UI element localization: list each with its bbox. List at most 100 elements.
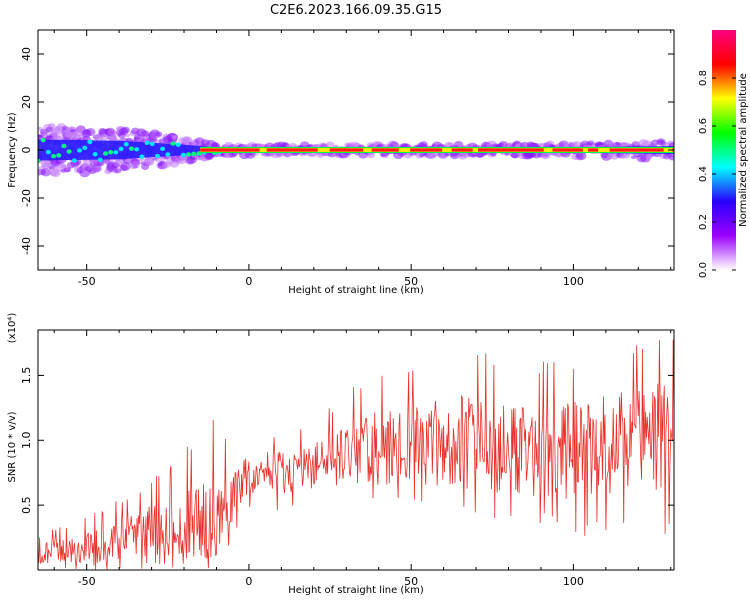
spectrogram-cell (124, 141, 128, 159)
spectrogram-cell (189, 145, 193, 155)
snr-x-tick-label: 0 (245, 575, 252, 588)
spectrogram-cell (150, 142, 154, 158)
spectrogram-cell (325, 141, 335, 149)
spectrogram-y-label: Frequency (Hz) (7, 112, 18, 188)
spectrogram-cell (541, 151, 551, 159)
spectrogram-cell (38, 134, 43, 139)
spectrogram-cell (174, 144, 178, 156)
spectrogram-cell (148, 142, 152, 158)
snr-line (38, 339, 674, 570)
spectrogram-cell (71, 158, 77, 163)
spectrogram-cell (552, 148, 583, 152)
spectrogram-cell (72, 140, 76, 160)
spectrogram-cell (163, 143, 167, 157)
colorbar-label: Normalized spectral amplitude (738, 73, 749, 227)
spectrogram-cell (40, 137, 46, 143)
spectrogram-y-tick-label: -40 (20, 237, 33, 255)
spectrogram-cell (56, 153, 62, 158)
spectrogram-cell (191, 151, 197, 157)
spectrogram-x-label: Height of straight line (km) (288, 285, 424, 296)
spectrogram-cell (158, 143, 162, 157)
spectrogram-cell (45, 149, 51, 155)
spectrogram-cell (88, 140, 92, 160)
spectrogram-cell (184, 144, 188, 156)
spectrogram-cell (194, 145, 198, 155)
spectrogram-cell (145, 142, 149, 158)
spectrogram-cell (132, 141, 136, 159)
spectrogram-cell (85, 128, 96, 136)
spectrogram-cell (124, 133, 131, 137)
spectrogram-cell (140, 142, 144, 158)
spectrogram-cell (166, 143, 170, 157)
snr-x-label: Height of straight line (km) (288, 585, 424, 596)
spectrogram-cell (54, 139, 58, 161)
snr-ticks: -50 0 50 100 0.5 1.0 1.5 (20, 330, 674, 588)
spectrogram-cell (75, 140, 79, 160)
spectrogram-cell (510, 152, 520, 159)
spectrogram-cell (137, 141, 141, 159)
spectrogram-cell (192, 145, 196, 155)
spectrogram-y-tick-label: 0 (20, 147, 33, 154)
spectrogram-cell (171, 144, 175, 156)
spectrogram-cell (65, 139, 69, 161)
snr-y-tick-label: 1.0 (20, 432, 33, 450)
spectrogram-cell (180, 152, 186, 158)
spectrogram-cell (118, 146, 124, 152)
spectrogram-cell (155, 143, 159, 157)
snr-y-label: SNR (10 * v/v) (7, 411, 18, 482)
spectrogram-cell (77, 148, 83, 153)
spectrogram-y-tick-label: 40 (20, 47, 33, 61)
spectrogram-cell (134, 147, 140, 152)
spectrogram-cell (61, 143, 67, 149)
spectrogram-cell (40, 168, 51, 177)
spectrogram-cell (444, 152, 450, 156)
spectrogram-cell (329, 148, 364, 152)
spectrogram-cell (66, 149, 72, 154)
spectrogram-cell (130, 160, 141, 169)
spectrogram-cell (108, 150, 114, 155)
spectrogram-cell (109, 140, 113, 160)
spectrogram-cell (91, 140, 95, 160)
spectrogram-cell (153, 142, 157, 158)
spectrogram-cell (181, 144, 185, 156)
spectrogram-cell (70, 139, 74, 161)
spectrogram-cell (85, 140, 89, 160)
snr-series (38, 339, 674, 570)
spectrogram-cell (200, 148, 260, 152)
snr-panel: -50 0 50 100 0.5 1.0 1.5 Height of straight li… (7, 313, 675, 596)
spectrogram-cell (504, 152, 510, 156)
spectrogram-x-tick-label: -50 (78, 275, 96, 288)
spectrogram-cell (87, 139, 93, 145)
spectrogram-x-tick-label: 100 (563, 275, 584, 288)
spectrogram-cell (179, 144, 183, 156)
spectrogram-cell (429, 153, 437, 158)
colorbar-ticks: 0.0 0.2 0.4 0.6 0.8 (698, 70, 736, 278)
spectrogram-cell (668, 154, 674, 161)
spectrogram-cell (44, 139, 48, 161)
spectrogram-cell (102, 151, 108, 156)
spectrogram-cell (101, 140, 105, 160)
spectrogram-cell (127, 141, 131, 159)
spectrogram-cell (123, 142, 129, 147)
spectrogram-y-tick-label: -20 (20, 189, 33, 207)
spectrogram-cell (587, 140, 595, 146)
spectrogram-cell (38, 158, 41, 164)
spectrogram-cell (170, 141, 176, 146)
spectrogram-cell (588, 148, 599, 152)
spectrogram-cell (197, 145, 201, 155)
spectrogram-cell (50, 169, 61, 178)
spectrogram-cell (107, 128, 117, 136)
snr-x-tick-label: 100 (563, 575, 584, 588)
spectrogram-cell (187, 145, 191, 155)
spectrogram-cell (168, 143, 172, 157)
spectrogram-cell (120, 162, 131, 171)
spectrogram-cell (103, 140, 107, 160)
colorbar-tick-label: 0.4 (698, 166, 709, 182)
snr-y-tick-label: 1.5 (20, 367, 33, 385)
spectrogram-cell (113, 150, 119, 155)
snr-y-multiplier: (x10⁴) (7, 313, 18, 344)
spectrogram-cell (62, 139, 66, 161)
colorbar-tick-label: 0.6 (698, 118, 709, 134)
spectrogram-cell (52, 139, 56, 161)
spectrogram-cell (143, 157, 155, 167)
